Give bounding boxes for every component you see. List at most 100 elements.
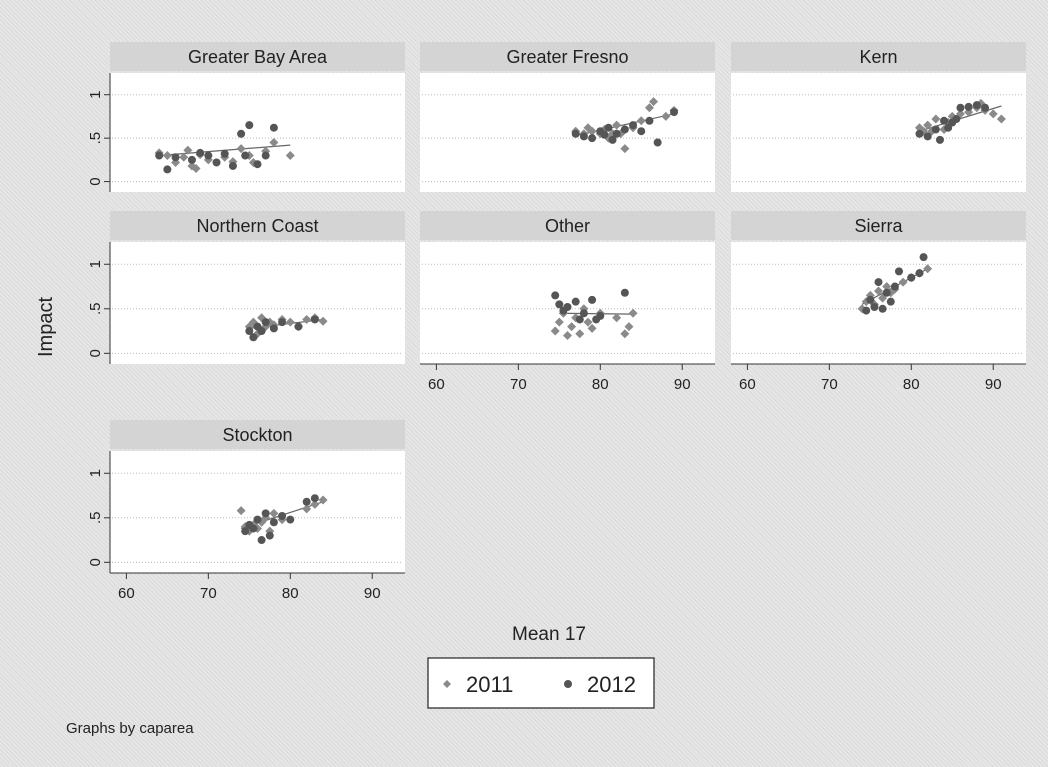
data-point-2012 bbox=[286, 515, 295, 524]
panel-kern: Kern bbox=[731, 42, 1026, 192]
graphs-by-note: Graphs by caparea bbox=[66, 720, 194, 737]
x-tick-label: 90 bbox=[985, 376, 1002, 393]
panel-title-strip bbox=[110, 42, 405, 71]
panel-title: Greater Fresno bbox=[506, 47, 628, 67]
panel-title: Sierra bbox=[854, 216, 903, 236]
data-point-2012 bbox=[931, 125, 940, 134]
x-tick-label: 80 bbox=[282, 585, 299, 602]
data-point-2012 bbox=[261, 151, 270, 160]
data-point-2011 bbox=[628, 308, 638, 318]
data-point-2012 bbox=[237, 129, 246, 138]
data-point-2011 bbox=[302, 504, 312, 514]
data-point-2012 bbox=[228, 161, 237, 170]
data-point-2012 bbox=[278, 318, 287, 327]
panel-title-strip bbox=[420, 211, 715, 240]
data-point-2012 bbox=[919, 253, 928, 262]
legend: 2011 2012 bbox=[427, 657, 655, 709]
data-point-2012 bbox=[575, 315, 584, 324]
data-point-2012 bbox=[571, 297, 580, 306]
data-point-2011 bbox=[898, 277, 908, 287]
data-point-2012 bbox=[253, 515, 262, 524]
data-point-2012 bbox=[551, 291, 560, 300]
data-point-2012 bbox=[555, 300, 564, 309]
data-point-2011 bbox=[620, 329, 630, 339]
data-point-2012 bbox=[171, 153, 180, 162]
panel-title: Stockton bbox=[222, 425, 292, 445]
legend-item-2012: 2012 bbox=[564, 672, 636, 697]
data-point-2011 bbox=[563, 331, 572, 341]
panel-title: Greater Bay Area bbox=[188, 47, 328, 67]
data-point-2012 bbox=[579, 309, 588, 318]
data-point-2011 bbox=[620, 144, 630, 154]
panels-group: Greater Bay Area 0 .5 1 Greater Fresno Kern No… bbox=[87, 42, 1026, 602]
data-point-2012 bbox=[204, 151, 213, 160]
data-point-2012 bbox=[620, 125, 629, 134]
data-point-2012 bbox=[563, 303, 572, 312]
y-tick-label: 1 bbox=[87, 469, 104, 477]
panel-sierra: Sierra 60 70 80 90 bbox=[731, 211, 1026, 393]
panel-title: Other bbox=[545, 216, 590, 236]
data-point-2012 bbox=[882, 288, 891, 297]
data-point-2012 bbox=[878, 304, 887, 313]
data-point-2012 bbox=[608, 135, 617, 144]
data-point-2012 bbox=[874, 278, 883, 287]
y-tick-label: .5 bbox=[87, 512, 104, 525]
data-point-2012 bbox=[890, 282, 899, 291]
legend-marker-2011 bbox=[443, 680, 451, 688]
data-point-2011 bbox=[583, 317, 593, 327]
y-tick-label: .5 bbox=[87, 303, 104, 316]
data-point-2012 bbox=[212, 158, 221, 167]
panel-northern-coast: Northern Coast 0 .5 1 bbox=[87, 211, 405, 364]
data-point-2012 bbox=[257, 327, 266, 336]
panel-other: Other 60 70 80 90 bbox=[420, 211, 715, 393]
legend-label-2012: 2012 bbox=[587, 672, 636, 697]
plot-area bbox=[420, 242, 715, 364]
data-point-2011 bbox=[996, 114, 1006, 124]
legend-item-2011: 2011 bbox=[443, 672, 513, 697]
y-axis-label: Impact bbox=[35, 297, 57, 357]
data-point-2012 bbox=[604, 123, 613, 132]
plot-area bbox=[731, 242, 1026, 364]
data-point-2012 bbox=[253, 160, 262, 169]
data-point-2012 bbox=[196, 148, 205, 157]
data-point-2011 bbox=[988, 109, 998, 119]
data-point-2012 bbox=[245, 121, 254, 130]
data-point-2012 bbox=[972, 101, 981, 110]
panel-title-strip bbox=[110, 420, 405, 449]
data-point-2012 bbox=[915, 129, 924, 138]
plot-area bbox=[110, 242, 405, 364]
data-point-2012 bbox=[249, 333, 258, 342]
data-point-2011 bbox=[285, 317, 295, 327]
data-point-2011 bbox=[179, 152, 189, 162]
data-point-2012 bbox=[923, 132, 932, 141]
y-tick-label: 0 bbox=[87, 177, 104, 185]
x-tick-label: 70 bbox=[821, 376, 838, 393]
data-point-2012 bbox=[637, 127, 646, 136]
data-point-2012 bbox=[862, 306, 871, 315]
data-point-2011 bbox=[923, 264, 933, 274]
data-point-2012 bbox=[940, 116, 949, 125]
x-tick-label: 90 bbox=[364, 585, 381, 602]
plot-area bbox=[110, 451, 405, 573]
data-point-2012 bbox=[620, 288, 629, 297]
data-point-2011 bbox=[587, 323, 597, 333]
data-point-2011 bbox=[612, 120, 622, 130]
data-point-2011 bbox=[318, 495, 328, 505]
data-point-2011 bbox=[931, 114, 941, 124]
data-point-2011 bbox=[554, 317, 564, 327]
data-point-2012 bbox=[645, 116, 654, 125]
data-point-2012 bbox=[163, 165, 172, 174]
data-point-2012 bbox=[964, 102, 973, 111]
data-point-2011 bbox=[923, 120, 933, 130]
data-point-2011 bbox=[236, 506, 246, 516]
data-point-2012 bbox=[653, 138, 662, 147]
data-point-2011 bbox=[882, 282, 892, 292]
x-axis-label: Mean 17 bbox=[512, 624, 586, 645]
data-point-2012 bbox=[588, 295, 597, 304]
data-point-2012 bbox=[245, 327, 254, 336]
y-tick-label: 0 bbox=[87, 558, 104, 566]
panel-greater-bay-area: Greater Bay Area 0 .5 1 bbox=[87, 42, 405, 192]
x-tick-label: 60 bbox=[118, 585, 135, 602]
data-point-2011 bbox=[575, 329, 585, 339]
x-tick-label: 70 bbox=[510, 376, 527, 393]
